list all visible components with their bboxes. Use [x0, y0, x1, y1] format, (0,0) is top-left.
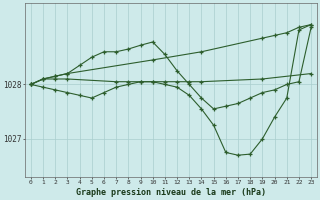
X-axis label: Graphe pression niveau de la mer (hPa): Graphe pression niveau de la mer (hPa): [76, 188, 266, 197]
